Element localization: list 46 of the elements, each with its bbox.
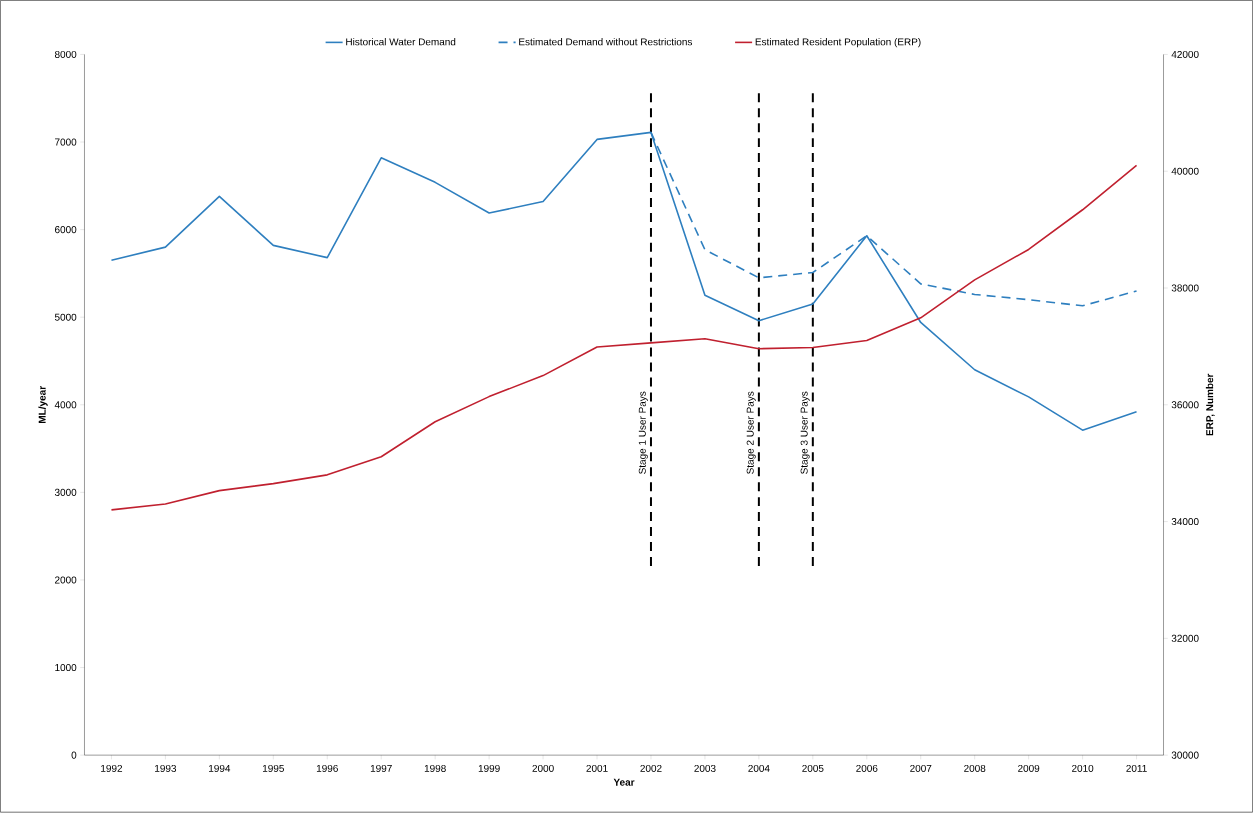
x-tick-label: 2004 (748, 765, 770, 773)
x-tick-label: 1998 (424, 765, 446, 773)
y-tick-label: 5000 (54, 313, 77, 321)
x-tick-label: 1995 (262, 765, 284, 773)
x-tick-label: 1999 (478, 765, 500, 773)
x-tick-label: 2009 (1018, 765, 1040, 773)
y-tick-label: 8000 (54, 51, 77, 59)
y2-tick-label: 42000 (1171, 51, 1199, 59)
x-axis-title: Year (613, 779, 635, 786)
y-tick-label: 1000 (55, 664, 77, 672)
y-tick-label: 4000 (54, 401, 77, 409)
x-tick-label: 2003 (694, 765, 716, 773)
y2-tick-label: 38000 (1171, 284, 1199, 292)
y2-tick-label: 32000 (1171, 635, 1199, 643)
x-tick-label: 2002 (640, 765, 662, 773)
y2-tick-label: 30000 (1171, 751, 1199, 759)
ref-line-label: Stage 3 User Pays (800, 391, 810, 475)
ref-line-label: Stage 1 User Pays (638, 391, 648, 475)
line-series (110, 164, 1138, 511)
x-tick-label: 2007 (910, 765, 932, 773)
y2-tick-label: 40000 (1171, 167, 1199, 175)
x-tick-label: 1993 (155, 765, 177, 773)
y2-axis-title: ERP, Number (1205, 373, 1215, 436)
x-tick-label: 1997 (370, 765, 392, 773)
x-tick-label: 2008 (964, 765, 986, 773)
x-tick-label: 2010 (1072, 765, 1094, 773)
legend-label: Estimated Resident Population (ERP) (755, 38, 921, 48)
y2-tick-label: 34000 (1171, 518, 1199, 526)
y-tick-label: 7000 (55, 138, 77, 146)
x-tick-label: 2000 (532, 765, 554, 773)
ref-line-label: Stage 2 User Pays (746, 391, 756, 475)
x-tick-label: 2001 (586, 765, 608, 773)
y-tick-label: 3000 (54, 489, 77, 497)
legend-label: Estimated Demand without Restrictions (519, 38, 693, 46)
y-tick-label: 0 (71, 751, 77, 759)
x-tick-label: 2005 (802, 765, 824, 773)
x-tick-label: 1992 (101, 765, 123, 773)
x-tick-label: 1996 (316, 765, 338, 773)
y2-tick-label: 36000 (1171, 401, 1199, 409)
legend-label: Historical Water Demand (346, 38, 456, 46)
y-tick-label: 2000 (55, 576, 77, 584)
x-tick-label: 2011 (1126, 765, 1147, 773)
y-axis-title: ML/year (38, 386, 48, 424)
y-tick-label: 6000 (55, 226, 77, 234)
x-tick-label: 1994 (209, 765, 231, 773)
x-tick-label: 2006 (856, 765, 878, 773)
